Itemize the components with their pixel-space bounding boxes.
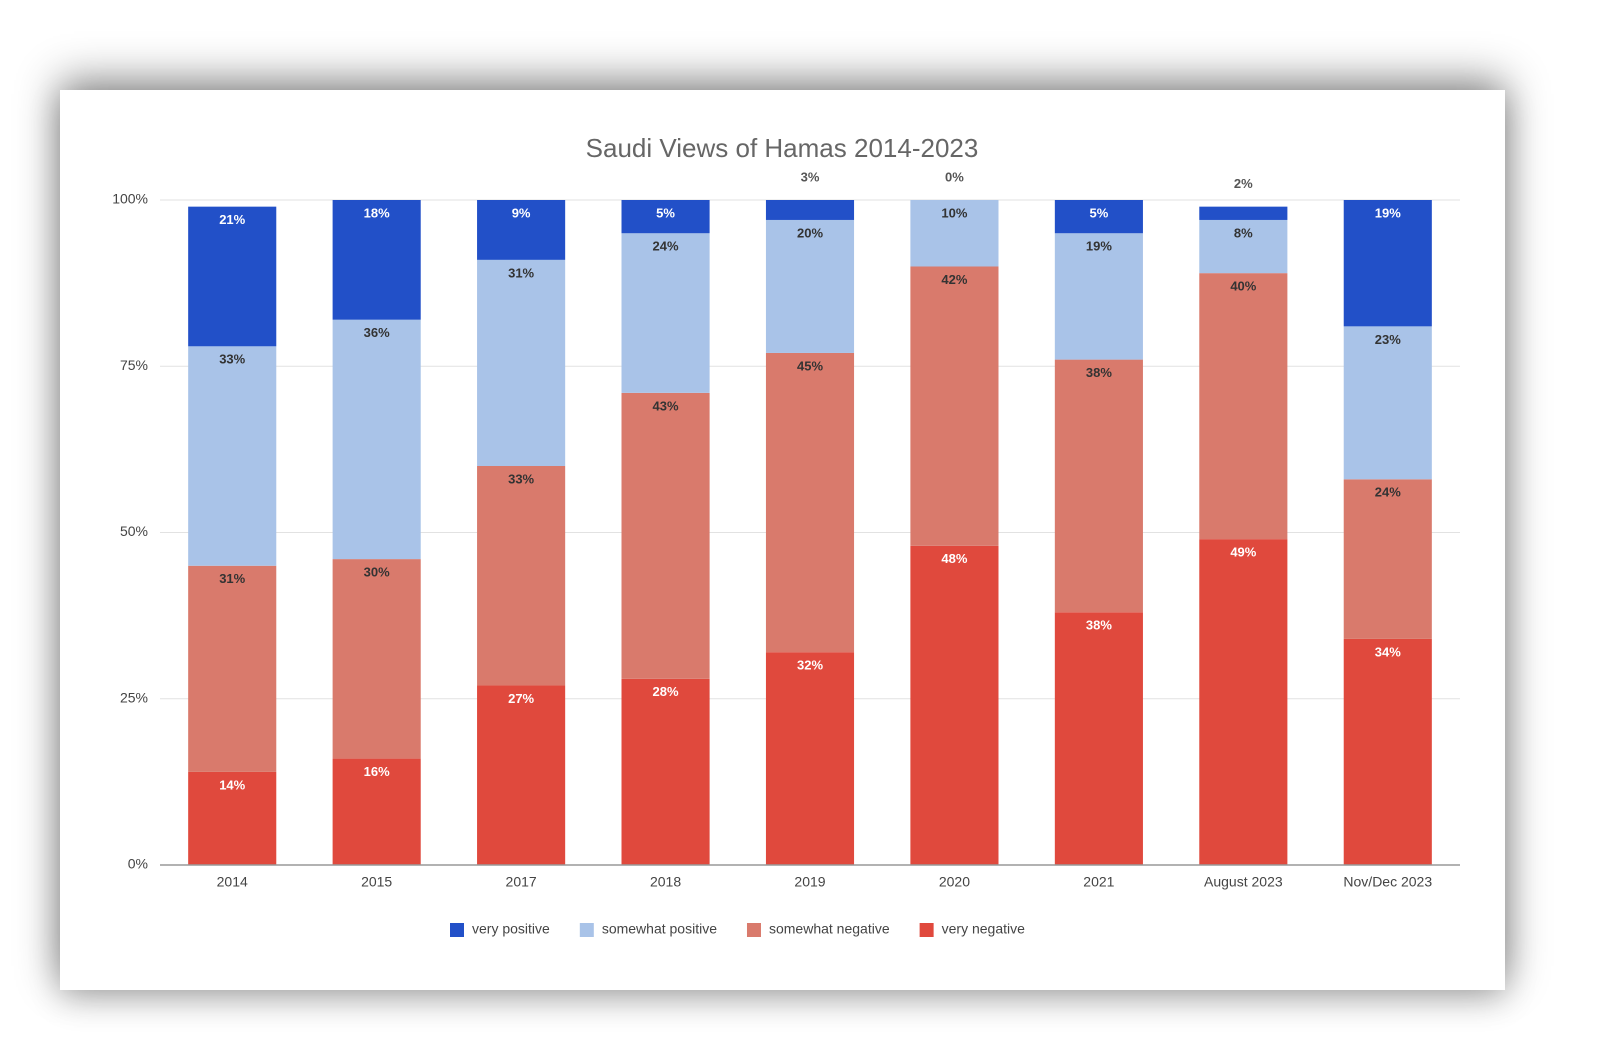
- bar-segment: [910, 266, 999, 546]
- x-tick-label: 2018: [650, 874, 681, 890]
- x-tick-label: 2014: [217, 874, 248, 890]
- value-label: 36%: [364, 325, 390, 340]
- bar-segment: [765, 652, 855, 865]
- legend-swatch: [746, 923, 761, 937]
- x-tick-label: 2020: [939, 874, 970, 890]
- y-tick-label: 100%: [112, 191, 148, 207]
- value-label: 33%: [508, 471, 534, 486]
- value-label: 38%: [1086, 618, 1112, 633]
- value-label: 34%: [1375, 644, 1401, 659]
- value-label: 16%: [364, 764, 390, 779]
- value-label: 8%: [1234, 225, 1253, 240]
- value-label: 27%: [508, 691, 534, 706]
- y-tick-label: 25%: [120, 689, 148, 705]
- value-label: 23%: [1375, 332, 1401, 347]
- x-tick-label: 2021: [1083, 874, 1114, 890]
- bar-segment: [1199, 273, 1288, 540]
- bar-segment: [188, 771, 277, 865]
- value-label: 32%: [797, 658, 823, 673]
- legend-label: very negative: [942, 921, 1025, 937]
- bar-segment: [477, 259, 566, 466]
- bar-segment: [1199, 539, 1288, 865]
- value-label: 43%: [653, 398, 679, 413]
- bar-segment: [1343, 200, 1432, 327]
- y-tick-label: 50%: [120, 523, 148, 539]
- bar-segment: [621, 233, 710, 393]
- bar-segment: [621, 392, 710, 679]
- value-label: 49%: [1230, 545, 1256, 560]
- value-label: 21%: [219, 212, 245, 227]
- value-label: 3%: [801, 169, 820, 184]
- y-tick-label: 75%: [120, 357, 148, 373]
- bar-segment: [765, 200, 855, 220]
- value-label: 20%: [797, 225, 823, 240]
- value-label: 10%: [941, 205, 967, 220]
- value-label: 9%: [512, 205, 531, 220]
- x-tick-label: 2019: [794, 874, 825, 890]
- bar-segment: [1199, 219, 1288, 274]
- legend-label: somewhat negative: [769, 921, 890, 937]
- bar-segment: [910, 545, 999, 865]
- value-label: 2%: [1234, 176, 1253, 191]
- value-label: 19%: [1375, 205, 1401, 220]
- x-tick-label: Nov/Dec 2023: [1343, 874, 1432, 890]
- bar-segment: [188, 565, 277, 772]
- bar-segment: [332, 319, 421, 560]
- value-label: 14%: [219, 777, 245, 792]
- value-label: 31%: [219, 571, 245, 586]
- value-label: 33%: [219, 352, 245, 367]
- value-label: 5%: [656, 205, 675, 220]
- x-tick-label: 2017: [506, 874, 537, 890]
- bar-segment: [477, 200, 566, 260]
- bar-segment: [332, 559, 421, 759]
- legend-label: somewhat positive: [602, 921, 717, 937]
- legend-label: very positive: [472, 921, 550, 937]
- bar-segment: [188, 206, 277, 347]
- bar-segment: [188, 346, 277, 566]
- legend-swatch: [579, 923, 594, 937]
- value-label: 40%: [1230, 279, 1256, 294]
- bar-segment: [332, 758, 421, 865]
- x-tick-label: August 2023: [1204, 874, 1283, 890]
- value-label: 24%: [653, 239, 679, 254]
- value-label: 38%: [1086, 365, 1112, 380]
- bar-segment: [1343, 326, 1432, 480]
- x-tick-label: 2015: [361, 874, 392, 890]
- bar-segment: [1199, 206, 1288, 220]
- bar-segment: [1054, 359, 1143, 613]
- value-label: 0%: [945, 169, 964, 184]
- value-label: 24%: [1375, 485, 1401, 500]
- legend-swatch: [450, 923, 464, 937]
- value-label: 19%: [1086, 239, 1112, 254]
- bar-segment: [332, 200, 421, 320]
- chart-title: Saudi Views of Hamas 2014-2023: [586, 133, 979, 163]
- value-label: 30%: [364, 565, 390, 580]
- bar-segment: [621, 200, 710, 234]
- value-label: 31%: [508, 265, 534, 280]
- bar-segment: [1343, 638, 1432, 865]
- y-tick-label: 0%: [128, 856, 148, 872]
- bar-segment: [765, 352, 855, 653]
- bar-segment: [910, 200, 999, 267]
- bar-segment: [477, 466, 566, 686]
- bar-segment: [1343, 479, 1432, 639]
- value-label: 5%: [1089, 205, 1108, 220]
- value-label: 45%: [797, 358, 823, 373]
- bar-segment: [477, 685, 566, 865]
- bar-segment: [1054, 200, 1143, 234]
- value-label: 18%: [364, 205, 390, 220]
- bar-segment: [621, 678, 710, 865]
- value-label: 42%: [941, 272, 967, 287]
- value-label: 28%: [653, 684, 679, 699]
- value-label: 48%: [941, 551, 967, 566]
- bar-segment: [1054, 233, 1143, 360]
- bar-segment: [765, 219, 855, 353]
- bar-segment: [1054, 612, 1143, 865]
- legend-swatch: [919, 923, 934, 937]
